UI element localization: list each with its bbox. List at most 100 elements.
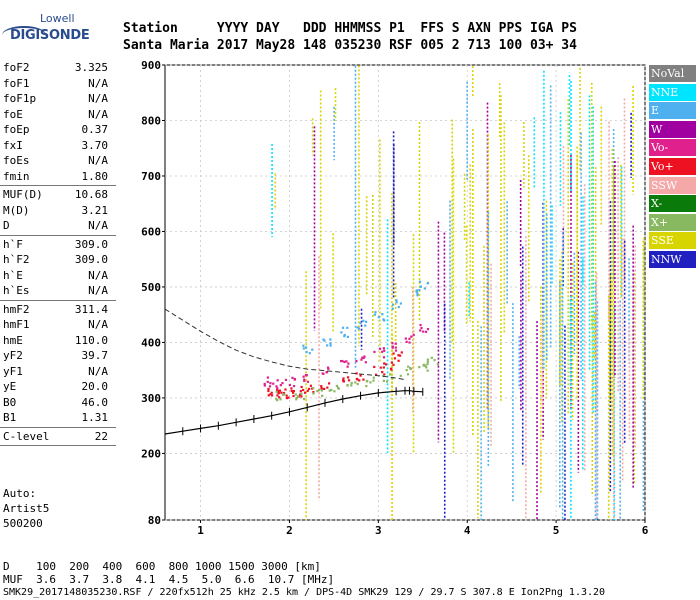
- trace-point: [346, 326, 349, 329]
- profile-line: [164, 390, 423, 435]
- trace-point: [391, 303, 395, 306]
- trace-point: [366, 379, 369, 383]
- trace-point: [365, 320, 368, 323]
- trace-point: [267, 389, 270, 393]
- trace-point: [303, 379, 306, 383]
- param-value: 1.80: [81, 169, 109, 183]
- param-value: 3.21: [81, 203, 109, 217]
- trace-point: [277, 390, 280, 393]
- trace-point: [266, 380, 269, 383]
- trace-point: [270, 391, 273, 394]
- param-row: hmE 110.0: [0, 333, 116, 349]
- trace-point: [356, 382, 359, 386]
- trace-point: [303, 397, 306, 401]
- trace-point: [416, 294, 419, 297]
- trace-point: [323, 387, 326, 391]
- param-row: yF2 39.7: [0, 348, 116, 364]
- trace-point: [320, 387, 323, 390]
- trace-point: [405, 368, 408, 372]
- trace-point: [416, 292, 419, 295]
- trace-point: [326, 344, 329, 347]
- trace-point: [292, 389, 295, 393]
- trace-point: [378, 347, 382, 350]
- trace-point: [374, 373, 378, 376]
- y-tick-label: 500: [141, 281, 161, 294]
- x-tick-label: 3: [375, 524, 382, 537]
- param-name: hmF2: [3, 302, 30, 316]
- trace-point: [269, 393, 272, 396]
- trace-point: [420, 326, 423, 330]
- trace-point: [391, 346, 394, 349]
- trace-point: [389, 367, 393, 370]
- trace-point: [372, 379, 375, 382]
- trace-point: [369, 381, 372, 384]
- param-value: 309.0: [74, 253, 108, 266]
- trace-point: [287, 396, 290, 399]
- footer-file-info: SMK29_2017148035230.RSF / 220fx512h 25 k…: [3, 587, 606, 598]
- param-name: foF1p: [3, 92, 37, 105]
- param-value: 309.0: [74, 237, 108, 251]
- y-tick-label: 600: [141, 225, 161, 238]
- scaler-info: Auto: Artist5 500200: [3, 486, 49, 531]
- param-divider: [0, 426, 116, 428]
- legend-item: Vo-: [649, 139, 696, 157]
- param-name: h`F: [3, 237, 23, 251]
- trace-point: [399, 374, 402, 377]
- y-tick-label: 900: [141, 59, 161, 72]
- trace-point: [436, 363, 439, 366]
- trace-point: [397, 305, 400, 309]
- trace-point: [391, 376, 394, 380]
- param-row: fxI 3.70: [0, 138, 116, 154]
- trace-point: [392, 363, 395, 366]
- param-row: h`E N/A: [0, 268, 116, 284]
- trace-point: [381, 313, 384, 316]
- header-labels: Station YYYY DAY DDD HHMMSS P1 FFS S AXN…: [123, 21, 577, 36]
- param-row: foEp 0.37: [0, 122, 116, 138]
- y-tick-label: 400: [141, 336, 161, 349]
- param-value: 110.0: [74, 333, 108, 347]
- legend-item: W: [649, 120, 696, 138]
- trace-point: [302, 347, 305, 350]
- trace-point: [293, 378, 296, 381]
- param-value: N/A: [88, 92, 108, 105]
- trace-point: [381, 371, 384, 374]
- param-name: hmF1: [3, 318, 30, 331]
- trace-point: [302, 388, 305, 392]
- trace-point: [426, 282, 429, 285]
- legend-item: X+: [649, 213, 696, 231]
- trace-point: [299, 393, 302, 396]
- param-name: B1: [3, 411, 17, 424]
- trace-point: [329, 342, 332, 345]
- trace-point: [383, 373, 386, 376]
- trace-point: [361, 356, 364, 359]
- trace-point: [263, 384, 266, 387]
- trace-point: [343, 333, 346, 337]
- trace-point: [339, 360, 343, 363]
- trace-point: [415, 290, 418, 293]
- trace-point: [406, 373, 410, 376]
- param-value: N/A: [88, 219, 108, 232]
- logo-line1: Lowell: [40, 12, 75, 25]
- trace-point: [306, 389, 309, 392]
- param-value: 311.4: [74, 302, 108, 316]
- trace-point: [295, 396, 298, 400]
- trace-point: [285, 394, 288, 397]
- param-name: fmin: [3, 169, 30, 183]
- trace-point: [381, 350, 384, 353]
- trace-point: [299, 390, 302, 393]
- trace-point: [327, 367, 330, 370]
- param-name: foE: [3, 107, 23, 121]
- param-row: fmin 1.80: [0, 169, 116, 185]
- param-name: hmE: [3, 333, 23, 347]
- param-value: 1.31: [81, 411, 109, 424]
- trace-point: [382, 347, 385, 350]
- legend-item: E: [649, 102, 696, 120]
- trace-point: [355, 372, 358, 375]
- trace-point: [317, 389, 321, 392]
- trace-point: [276, 379, 279, 382]
- trace-point: [419, 323, 422, 327]
- trace-point: [320, 385, 323, 388]
- param-name: foEp: [3, 123, 30, 136]
- param-name: C-level: [3, 429, 50, 443]
- trace-point: [426, 363, 429, 366]
